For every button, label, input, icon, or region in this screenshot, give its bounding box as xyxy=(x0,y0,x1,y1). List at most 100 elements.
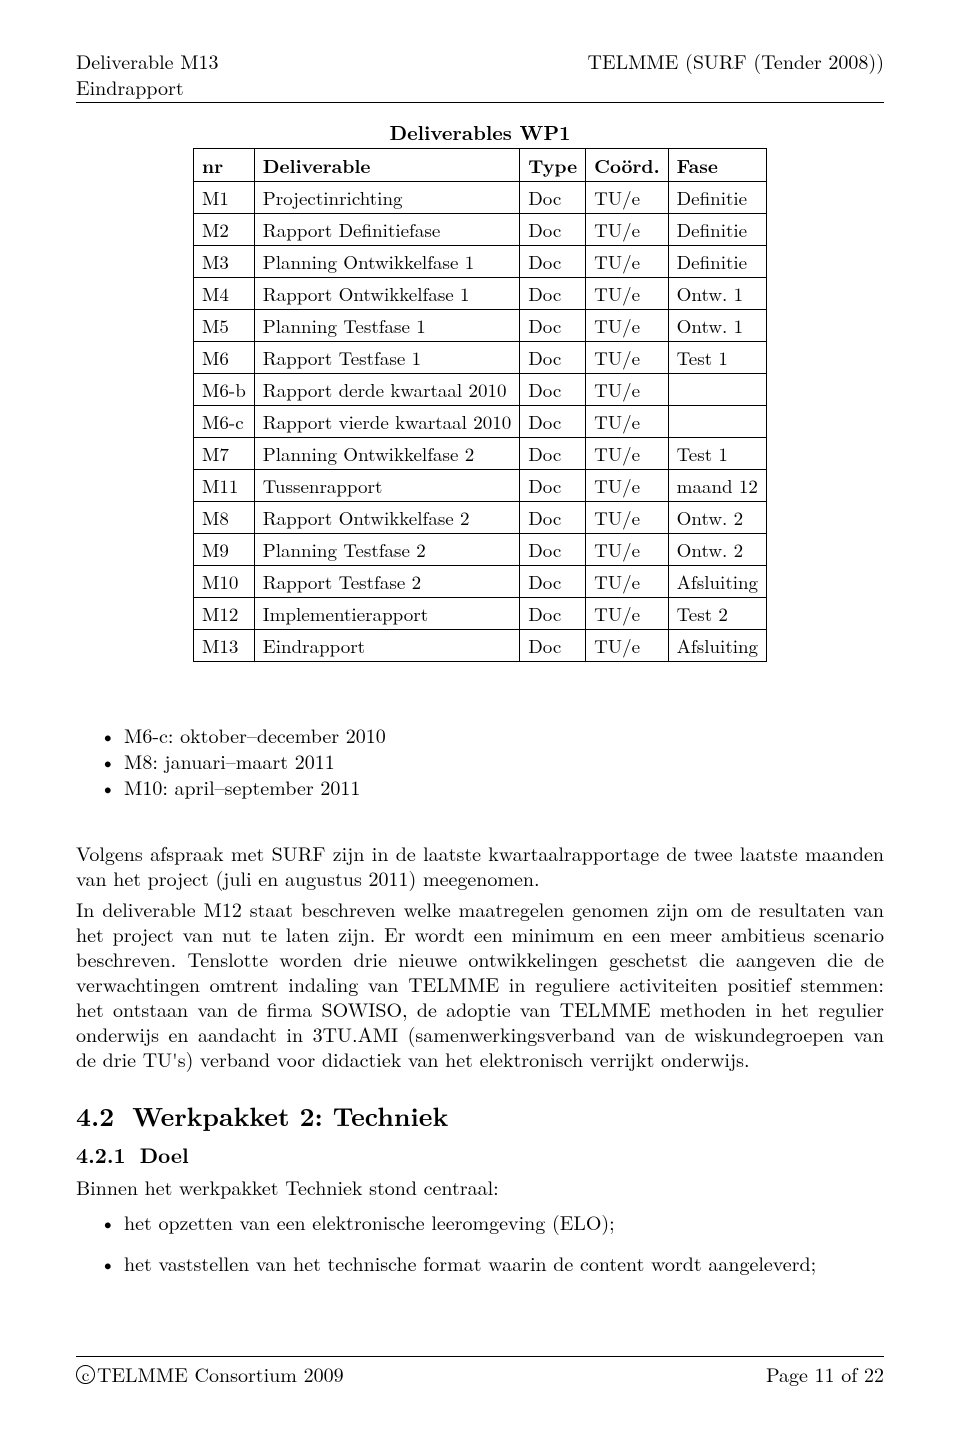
paragraph-2: In deliverable M12 staat beschreven welk… xyxy=(76,896,884,1071)
table-cell: M6-b xyxy=(193,374,254,406)
col-coord: Coörd. xyxy=(586,149,668,182)
table-cell: TU/e xyxy=(586,214,668,246)
bottom-bullet-list: het opzetten van een elektronische leero… xyxy=(76,1209,884,1275)
section-title: Werkpakket 2: Techniek xyxy=(132,1097,448,1134)
table-cell: Implementierapport xyxy=(254,598,520,630)
table-cell: Doc xyxy=(520,438,586,470)
table-row: M1ProjectinrichtingDocTU/eDefinitie xyxy=(193,182,766,214)
table-cell: Ontw. 2 xyxy=(668,502,766,534)
subsection-heading: 4.2.1 Doel xyxy=(76,1140,884,1170)
list-item: M10: april–september 2011 xyxy=(124,774,884,800)
table-row: M6-cRapport vierde kwartaal 2010DocTU/e xyxy=(193,406,766,438)
table-cell: Ontw. 1 xyxy=(668,278,766,310)
copyright-icon: c xyxy=(76,1365,95,1384)
table-row: M3Planning Ontwikkelfase 1DocTU/eDefinit… xyxy=(193,246,766,278)
table-cell: Doc xyxy=(520,566,586,598)
table-cell: maand 12 xyxy=(668,470,766,502)
col-nr: nr xyxy=(193,149,254,182)
table-cell: TU/e xyxy=(586,310,668,342)
table-cell: M6 xyxy=(193,342,254,374)
table-cell: TU/e xyxy=(586,278,668,310)
table-row: M6Rapport Testfase 1DocTU/eTest 1 xyxy=(193,342,766,374)
paragraph-1: Volgens afspraak met SURF zijn in de laa… xyxy=(76,840,884,890)
table-row: M6-bRapport derde kwartaal 2010DocTU/e xyxy=(193,374,766,406)
table-cell: Definitie xyxy=(668,246,766,278)
table-cell: Doc xyxy=(520,342,586,374)
table-cell: TU/e xyxy=(586,406,668,438)
table-cell: M12 xyxy=(193,598,254,630)
header-left-line1: Deliverable M13 xyxy=(76,46,219,75)
table-cell: Rapport Testfase 1 xyxy=(254,342,520,374)
table-cell: Doc xyxy=(520,598,586,630)
table-cell: TU/e xyxy=(586,374,668,406)
table-cell: Rapport Ontwikkelfase 2 xyxy=(254,502,520,534)
table-cell: TU/e xyxy=(586,502,668,534)
table-cell: M4 xyxy=(193,278,254,310)
table-cell: M8 xyxy=(193,502,254,534)
table-row: M7Planning Ontwikkelfase 2DocTU/eTest 1 xyxy=(193,438,766,470)
table-cell: M9 xyxy=(193,534,254,566)
table-cell: TU/e xyxy=(586,566,668,598)
table-cell: M5 xyxy=(193,310,254,342)
deliverables-table: nr Deliverable Type Coörd. Fase M1Projec… xyxy=(193,148,767,662)
table-cell: TU/e xyxy=(586,182,668,214)
table-cell: Doc xyxy=(520,214,586,246)
subsection-number: 4.2.1 xyxy=(76,1140,126,1170)
table-cell: Doc xyxy=(520,630,586,662)
table-cell: TU/e xyxy=(586,342,668,374)
table-cell: Doc xyxy=(520,182,586,214)
table-cell: M3 xyxy=(193,246,254,278)
table-cell: Afsluiting xyxy=(668,630,766,662)
col-deliverable: Deliverable xyxy=(254,149,520,182)
list-item: het opzetten van een elektronische leero… xyxy=(124,1209,884,1234)
table-cell: Test 1 xyxy=(668,438,766,470)
table-cell: Planning Ontwikkelfase 1 xyxy=(254,246,520,278)
footer-rule xyxy=(76,1356,884,1357)
mid-bullet-list: M6-c: oktober–december 2010M8: januari–m… xyxy=(76,722,884,800)
footer-left: cTELMME Consortium 2009 xyxy=(76,1359,344,1388)
table-cell: Ontw. 1 xyxy=(668,310,766,342)
table-cell: Definitie xyxy=(668,214,766,246)
table-cell: Planning Ontwikkelfase 2 xyxy=(254,438,520,470)
table-cell: M6-c xyxy=(193,406,254,438)
table-cell: TU/e xyxy=(586,246,668,278)
table-cell: M7 xyxy=(193,438,254,470)
table-title: Deliverables WP1 xyxy=(76,117,884,146)
table-cell: Doc xyxy=(520,502,586,534)
table-cell: Rapport vierde kwartaal 2010 xyxy=(254,406,520,438)
table-cell xyxy=(668,406,766,438)
table-cell: Doc xyxy=(520,406,586,438)
header-left-line2: Eindrapport xyxy=(76,72,184,101)
list-item: M8: januari–maart 2011 xyxy=(124,748,884,774)
table-cell: Doc xyxy=(520,470,586,502)
table-cell: Afsluiting xyxy=(668,566,766,598)
table-row: M5Planning Testfase 1DocTU/eOntw. 1 xyxy=(193,310,766,342)
table-cell: M10 xyxy=(193,566,254,598)
table-cell: Doc xyxy=(520,246,586,278)
header-left: Deliverable M13 Eindrapport xyxy=(76,48,219,100)
subsection-title: Doel xyxy=(140,1140,189,1170)
table-cell: Definitie xyxy=(668,182,766,214)
table-cell: Rapport Ontwikkelfase 1 xyxy=(254,278,520,310)
list-item: het vaststellen van het technische forma… xyxy=(124,1250,884,1275)
table-row: M2Rapport DefinitiefaseDocTU/eDefinitie xyxy=(193,214,766,246)
table-cell: Planning Testfase 2 xyxy=(254,534,520,566)
page-footer: cTELMME Consortium 2009 Page 11 of 22 xyxy=(76,1356,884,1388)
table-cell: Doc xyxy=(520,278,586,310)
header-right: TELMME (SURF (Tender 2008)) xyxy=(588,48,884,100)
table-row: M8Rapport Ontwikkelfase 2DocTU/eOntw. 2 xyxy=(193,502,766,534)
table-cell: Test 2 xyxy=(668,598,766,630)
table-cell: Rapport Definitiefase xyxy=(254,214,520,246)
header-rule xyxy=(76,102,884,103)
list-item: M6-c: oktober–december 2010 xyxy=(124,722,884,748)
table-cell: TU/e xyxy=(586,598,668,630)
table-row: M13EindrapportDocTU/eAfsluiting xyxy=(193,630,766,662)
table-cell: Ontw. 2 xyxy=(668,534,766,566)
table-row: M9Planning Testfase 2DocTU/eOntw. 2 xyxy=(193,534,766,566)
table-cell: TU/e xyxy=(586,470,668,502)
table-cell: Doc xyxy=(520,310,586,342)
col-type: Type xyxy=(520,149,586,182)
table-row: M11TussenrapportDocTU/emaand 12 xyxy=(193,470,766,502)
table-cell: Rapport derde kwartaal 2010 xyxy=(254,374,520,406)
table-row: M4Rapport Ontwikkelfase 1DocTU/eOntw. 1 xyxy=(193,278,766,310)
